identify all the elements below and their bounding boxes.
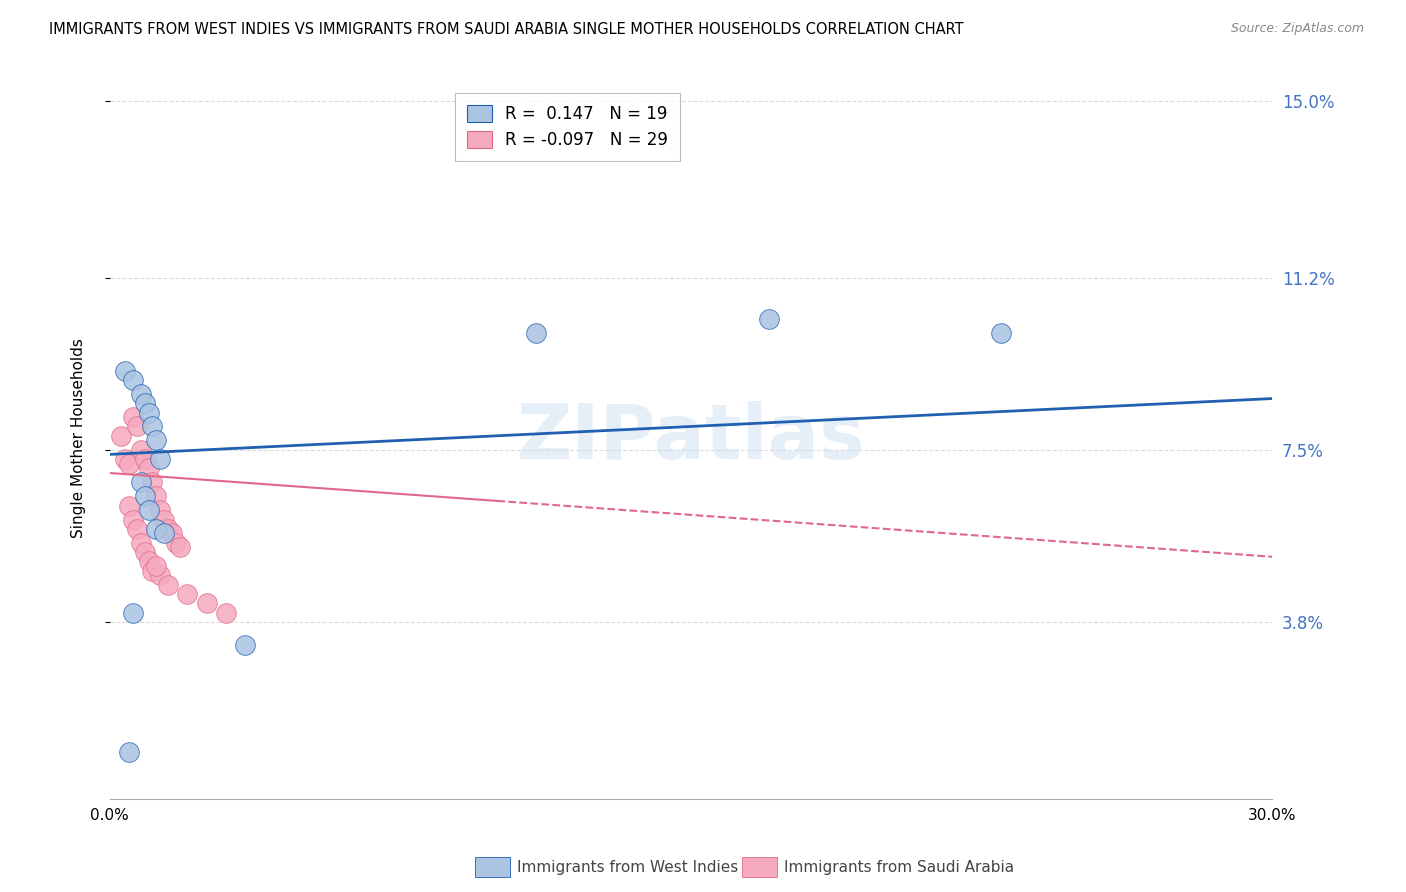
Point bbox=[195, 596, 218, 610]
Point bbox=[141, 419, 163, 434]
Point bbox=[149, 452, 172, 467]
Point bbox=[990, 326, 1012, 341]
Point bbox=[122, 373, 145, 387]
Point bbox=[215, 606, 238, 620]
Point bbox=[122, 512, 145, 526]
Point bbox=[125, 419, 148, 434]
Point bbox=[169, 541, 191, 555]
Point bbox=[129, 536, 152, 550]
Point bbox=[149, 503, 172, 517]
Point bbox=[165, 536, 187, 550]
Point bbox=[156, 522, 179, 536]
Point bbox=[122, 410, 145, 425]
Point bbox=[156, 577, 179, 591]
Legend: R =  0.147   N = 19, R = -0.097   N = 29: R = 0.147 N = 19, R = -0.097 N = 29 bbox=[456, 93, 681, 161]
Point bbox=[110, 429, 132, 443]
Point bbox=[134, 452, 156, 467]
Y-axis label: Single Mother Households: Single Mother Households bbox=[72, 338, 86, 538]
Point bbox=[145, 559, 167, 574]
Point bbox=[141, 564, 163, 578]
Point bbox=[118, 499, 141, 513]
Point bbox=[145, 489, 167, 503]
Point bbox=[122, 606, 145, 620]
Point bbox=[129, 387, 152, 401]
Point bbox=[134, 489, 156, 503]
Point bbox=[153, 512, 176, 526]
Point bbox=[145, 434, 167, 448]
Point bbox=[114, 363, 136, 377]
Point bbox=[118, 457, 141, 471]
Point bbox=[149, 568, 172, 582]
Text: IMMIGRANTS FROM WEST INDIES VS IMMIGRANTS FROM SAUDI ARABIA SINGLE MOTHER HOUSEH: IMMIGRANTS FROM WEST INDIES VS IMMIGRANT… bbox=[49, 22, 965, 37]
Point bbox=[235, 638, 257, 652]
Point bbox=[141, 475, 163, 490]
Point bbox=[153, 526, 176, 541]
Point bbox=[138, 503, 160, 517]
Point bbox=[145, 522, 167, 536]
Point bbox=[138, 405, 160, 419]
Text: Immigrants from Saudi Arabia: Immigrants from Saudi Arabia bbox=[785, 861, 1014, 875]
Point bbox=[134, 396, 156, 410]
Text: Immigrants from West Indies: Immigrants from West Indies bbox=[516, 861, 738, 875]
Point bbox=[114, 452, 136, 467]
Point bbox=[758, 312, 780, 326]
Point bbox=[129, 475, 152, 490]
Point bbox=[524, 326, 547, 341]
Point bbox=[160, 526, 183, 541]
Point bbox=[176, 587, 198, 601]
Point bbox=[138, 554, 160, 568]
Point bbox=[138, 461, 160, 475]
Point bbox=[134, 545, 156, 559]
Point bbox=[129, 442, 152, 457]
Point bbox=[125, 522, 148, 536]
Text: Source: ZipAtlas.com: Source: ZipAtlas.com bbox=[1230, 22, 1364, 36]
Point bbox=[118, 745, 141, 759]
Text: ZIPatlas: ZIPatlas bbox=[517, 401, 865, 475]
